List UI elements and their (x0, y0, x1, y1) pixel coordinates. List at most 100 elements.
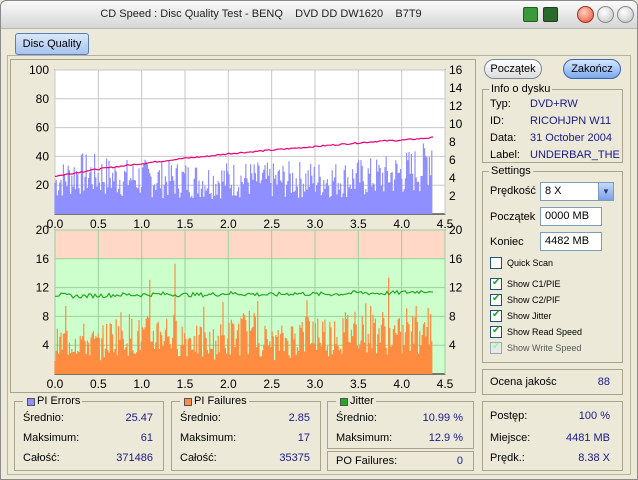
pif-x-tick-label: 0.5 (90, 377, 107, 391)
show-c1-pie-checkbox[interactable] (490, 277, 502, 290)
pie-y2-tick-label: 4 (449, 171, 456, 185)
po-failures-panel: PO Failures: 0 (327, 451, 474, 471)
pif-y2-tick-label: 8 (449, 309, 456, 323)
range-start-input[interactable]: 0000 MB (540, 207, 602, 226)
speed-label: Prędkość (490, 185, 536, 197)
pif-x-tick-label: 2.0 (220, 377, 237, 391)
pif-y-tick-label: 20 (36, 223, 50, 237)
range-end-label: Koniec (490, 236, 524, 248)
pi-failures-title: PI Failures (180, 395, 249, 407)
pif-y-tick-label: 4 (42, 338, 49, 352)
show-read-speed-label: Show Read Speed (507, 327, 583, 337)
pif-y-tick-label: 8 (42, 309, 49, 323)
quality-label: Ocena jakośc (490, 376, 557, 388)
speed-select[interactable]: 8 X ▼ (540, 182, 614, 201)
pi-errors-max-value: 61 (140, 432, 153, 444)
pie-line-read-speed (54, 136, 434, 178)
pif-bars-pi-failures (54, 263, 433, 374)
disc-info-panel: Info o dysku Typ: DVD+RW ID: RICOHJPN W1… (482, 83, 623, 163)
pie-x-tick-label: 4.0 (393, 217, 410, 231)
pif-x-tick-label: 4.0 (393, 377, 410, 391)
maximize-icon[interactable] (617, 6, 634, 23)
show-c2-pif-checkbox[interactable] (490, 293, 502, 306)
disc-info-title: Info o dysku (489, 83, 553, 95)
pif-x-tick-label: 4.5 (437, 377, 454, 391)
jitter-avg-value: 10.99 % (422, 412, 463, 424)
stop-button[interactable]: Zakończ (563, 59, 621, 79)
tab-disc-quality[interactable]: Disc Quality (15, 33, 89, 55)
show-c1-pie-label: Show C1/PIE (507, 279, 561, 289)
speed-select-value: 8 X (545, 185, 562, 197)
jitter-max-value: 12.9 % (428, 432, 463, 444)
pif-y2-tick-label: 4 (449, 338, 456, 352)
pie-x-tick-label: 0.5 (90, 217, 107, 231)
pie-y2-tick-label: 8 (449, 135, 456, 149)
info-value-date: 31 October 2004 (530, 132, 612, 144)
pie-y2-tick-label: 14 (449, 81, 463, 95)
pie-y2-tick-label: 10 (449, 117, 463, 131)
tile-icon[interactable] (543, 7, 558, 22)
range-end-input[interactable]: 4482 MB (540, 232, 602, 251)
position-value: 4481 MB (565, 432, 610, 444)
show-jitter-checkbox[interactable] (490, 309, 502, 322)
pi-errors-swatch (27, 398, 35, 406)
pi-failures-total-value: 35375 (279, 452, 310, 464)
progress-label: Postęp: (490, 410, 528, 422)
show-c2-pif-label: Show C2/PIF (507, 295, 561, 305)
range-start-label: Początek (490, 211, 536, 223)
pif-bad-zone (55, 230, 445, 259)
pif-x-tick-label: 1.0 (133, 377, 150, 391)
pi-failures-swatch (184, 398, 192, 406)
start-button[interactable]: Początek (484, 59, 542, 79)
pie-x-tick-label: 2.5 (263, 217, 280, 231)
settings-panel: Settings Prędkość 8 X ▼ Początek 0000 MB… (482, 165, 623, 363)
info-value-type: DVD+RW (530, 98, 578, 110)
settings-title: Settings (489, 165, 533, 177)
restore-icon[interactable] (523, 7, 538, 22)
info-label-id: ID: (490, 115, 505, 127)
info-label-date: Data: (490, 132, 517, 144)
pie-x-tick-label: 3.5 (350, 217, 367, 231)
pie-y2-tick-label: 2 (449, 189, 456, 203)
quick-scan-checkbox[interactable] (490, 257, 502, 269)
window-title: CD Speed : Disc Quality Test - BENQ DVD … (100, 8, 422, 20)
pie-x-tick-label: 3.0 (307, 217, 324, 231)
progress-value: 100 % (578, 410, 610, 422)
pif-y2-tick-label: 16 (449, 252, 463, 266)
jitter-max-label: Maksimum: (336, 432, 393, 444)
quality-panel: Ocena jakośc 88 (482, 369, 623, 395)
jitter-swatch (340, 398, 348, 406)
pie-y2-tick-label: 16 (449, 63, 463, 77)
charts-canvas: 0.0 0.5 1.0 1.5 2.0 2.5 3.0 3.5 4.0 4.52040608010… (29, 63, 463, 391)
pi-failures-max-label: Maksimum: (180, 432, 237, 444)
pie-x-tick-label: 0.0 (47, 217, 64, 231)
pie-x-tick-label: 4.5 (437, 217, 454, 231)
pi-errors-title: PI Errors (23, 395, 83, 407)
pi-failures-total-label: Całość: (180, 452, 217, 464)
pi-errors-avg-label: Średnio: (23, 412, 64, 424)
pi-errors-total-value: 371486 (116, 452, 153, 464)
quality-value: 88 (597, 376, 610, 388)
info-value-label: UNDERBAR_THE (530, 149, 620, 161)
pif-y-tick-label: 12 (36, 281, 50, 295)
pif-x-tick-label: 3.0 (307, 377, 324, 391)
pie-x-tick-label: 2.0 (220, 217, 237, 231)
chevron-down-icon[interactable]: ▼ (598, 183, 613, 200)
show-write-speed-label: Show Write Speed (507, 343, 582, 353)
show-read-speed-checkbox[interactable] (490, 325, 502, 338)
pi-errors-total-label: Całość: (23, 452, 60, 464)
info-label-type: Typ: (490, 98, 511, 110)
speed-readout-value: 8.38 X (578, 452, 610, 464)
close-icon[interactable] (577, 6, 594, 23)
pie-y-tick-label: 100 (29, 63, 49, 77)
minimize-icon[interactable] (597, 6, 614, 23)
pi-failures-panel: PI Failures Średnio: 2.85 Maksimum: 17 C… (171, 395, 321, 471)
pif-y-tick-label: 16 (36, 252, 50, 266)
title-bar: CD Speed : Disc Quality Test - BENQ DVD … (1, 1, 637, 29)
pi-failures-max-value: 17 (297, 432, 310, 444)
pie-y2-tick-label: 6 (449, 153, 456, 167)
pi-errors-avg-value: 25.47 (125, 412, 153, 424)
pi-failures-avg-value: 2.85 (288, 412, 310, 424)
pi-failures-avg-label: Średnio: (180, 412, 221, 424)
